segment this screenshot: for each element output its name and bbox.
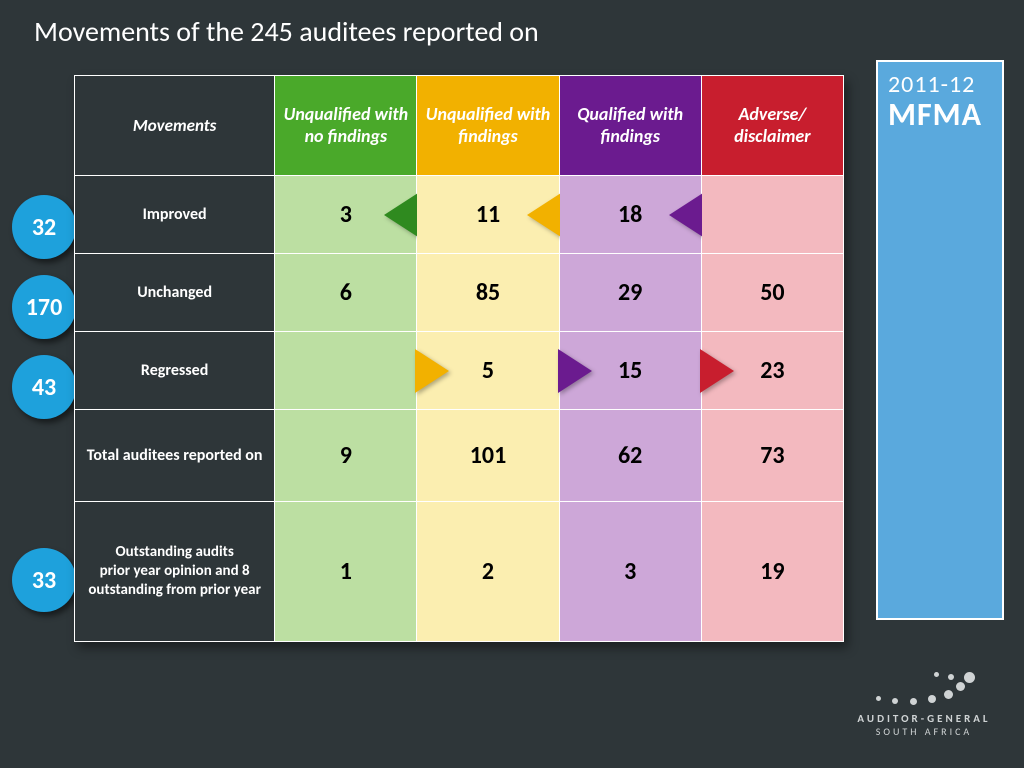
logo: AUDITOR-GENERAL SOUTH AFRICA (844, 670, 1004, 738)
cell-1-2: 29 (559, 254, 701, 332)
cell-1-1: 85 (417, 254, 559, 332)
cell-3-0: 9 (275, 410, 417, 502)
cell-3-1: 101 (417, 410, 559, 502)
cell-4-3: 19 (701, 502, 843, 642)
cell-4-0: 1 (275, 502, 417, 642)
movements-table: MovementsUnqualified with no findingsUnq… (74, 75, 844, 642)
cell-0-3 (701, 176, 843, 254)
cell-0-2: 18 (559, 176, 701, 254)
col-header-0: Unqualified with no findings (275, 76, 417, 176)
cell-4-2: 3 (559, 502, 701, 642)
cell-2-3: 23 (701, 332, 843, 410)
cell-3-3: 73 (701, 410, 843, 502)
cell-0-0: 3 (275, 176, 417, 254)
cell-3-2: 62 (559, 410, 701, 502)
movements-header: Movements (75, 76, 275, 176)
row-badge-0: 32 (12, 195, 76, 259)
cell-0-1: 11 (417, 176, 559, 254)
row-label-1: Unchanged (75, 254, 275, 332)
col-header-3: Adverse/ disclaimer (701, 76, 843, 176)
row-label-3: Total auditees reported on (75, 410, 275, 502)
row-label-0: Improved (75, 176, 275, 254)
cell-4-1: 2 (417, 502, 559, 642)
col-header-2: Qualified with findings (559, 76, 701, 176)
sidebar-panel: 2011-12 MFMA (876, 60, 1004, 620)
row-badge-4: 33 (12, 548, 76, 612)
cell-2-1: 5 (417, 332, 559, 410)
logo-text-1: AUDITOR-GENERAL (844, 712, 1004, 725)
cell-1-3: 50 (701, 254, 843, 332)
logo-swoosh-icon (844, 670, 1004, 708)
row-label-4: Outstanding auditsprior year opinion and… (75, 502, 275, 642)
logo-text-2: SOUTH AFRICA (844, 725, 1004, 738)
cell-1-0: 6 (275, 254, 417, 332)
cell-2-2: 15 (559, 332, 701, 410)
sidebar-label: MFMA (888, 99, 992, 131)
row-badge-2: 43 (12, 355, 76, 419)
col-header-1: Unqualified with findings (417, 76, 559, 176)
page-title: Movements of the 245 auditees reported o… (34, 14, 539, 49)
cell-2-0 (275, 332, 417, 410)
row-label-2: Regressed (75, 332, 275, 410)
row-badge-1: 170 (12, 275, 76, 339)
